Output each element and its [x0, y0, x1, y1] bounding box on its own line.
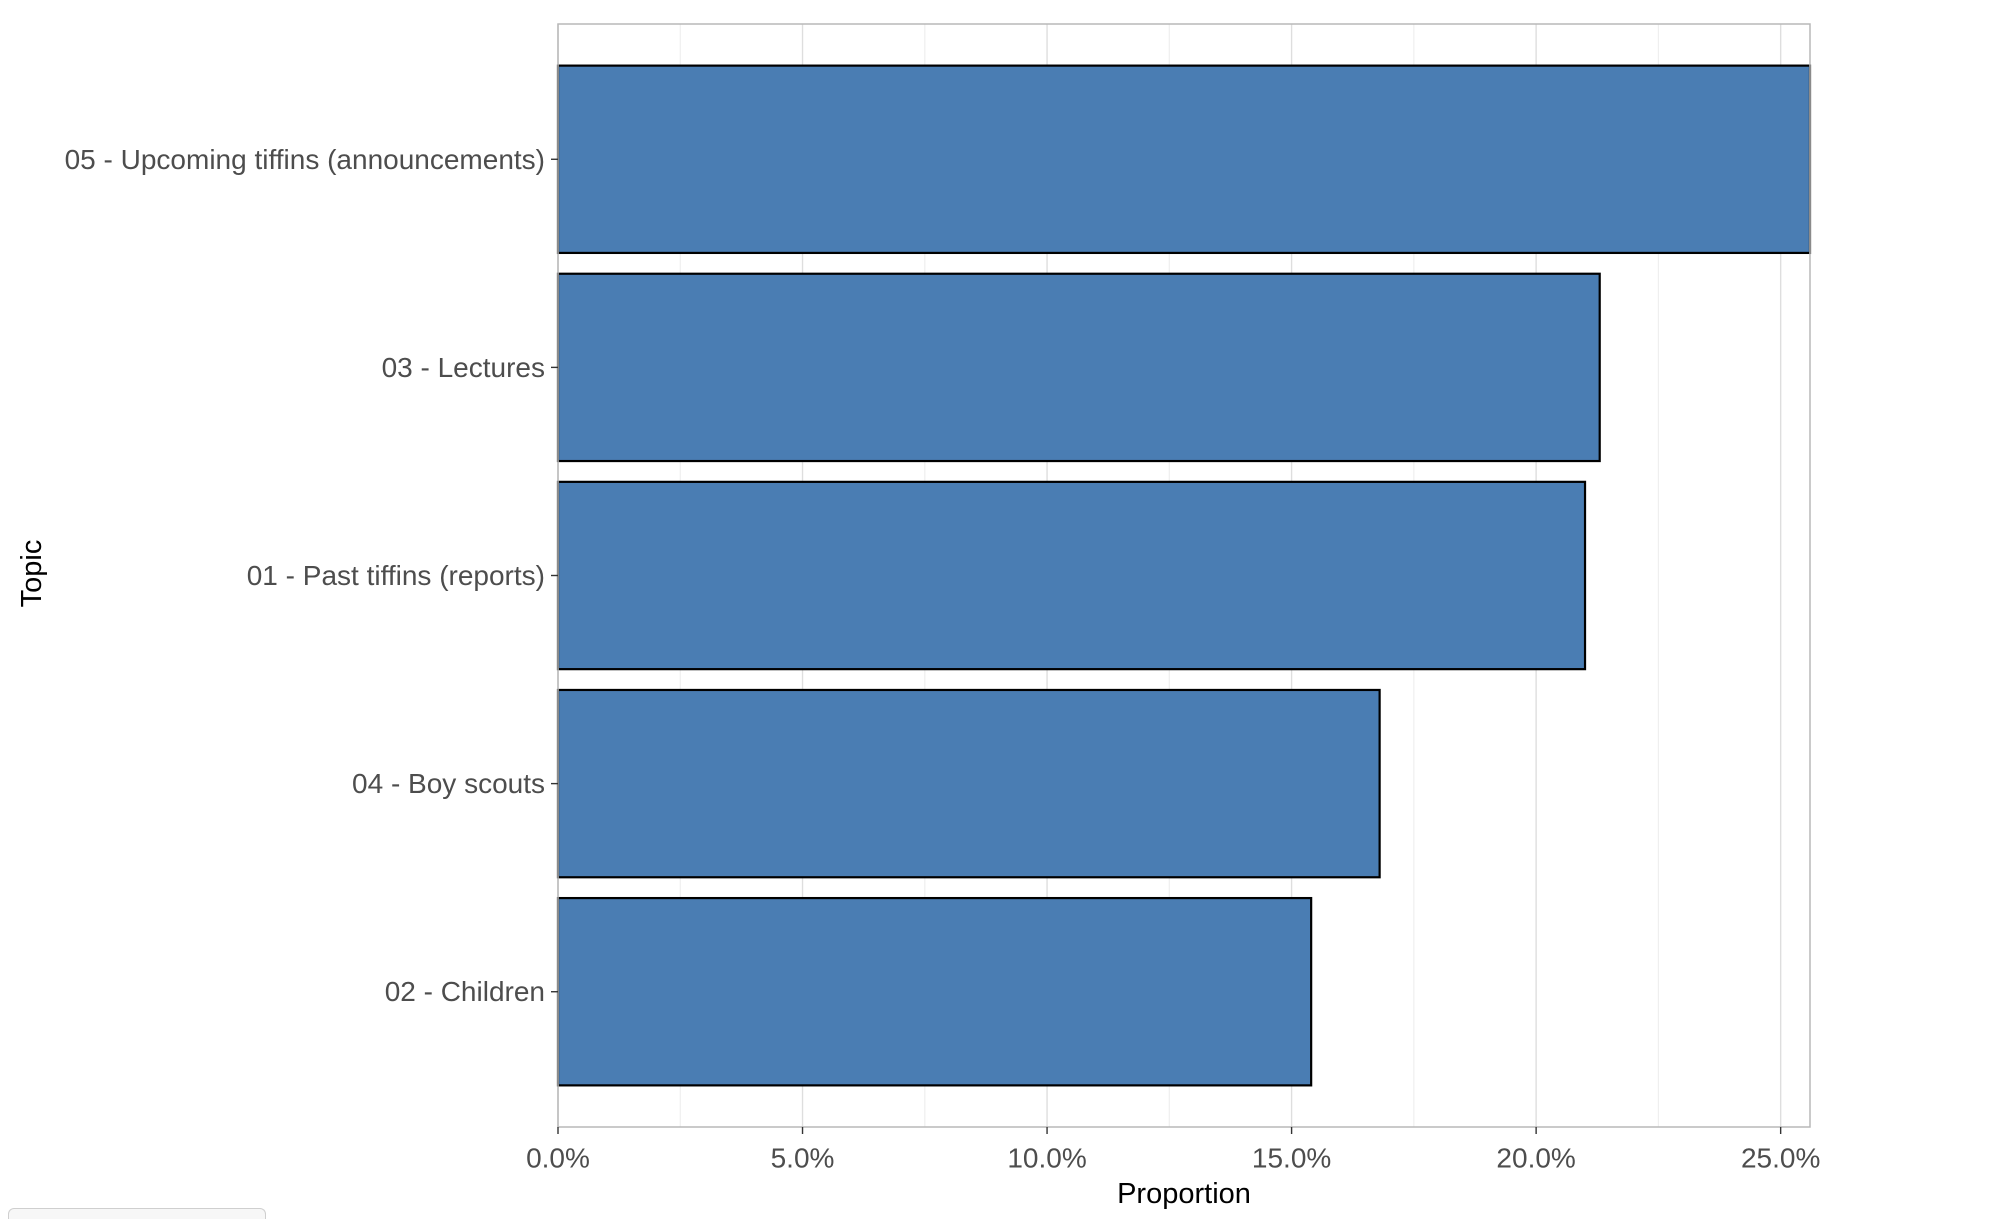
y-tick-label: 04 - Boy scouts: [352, 768, 545, 799]
x-axis-title: Proportion: [1117, 1178, 1251, 1210]
y-tick-label: 03 - Lectures: [382, 352, 545, 383]
bar: [556, 64, 1812, 255]
x-tick-label: 5.0%: [771, 1143, 835, 1174]
x-tick-label: 10.0%: [1007, 1143, 1086, 1174]
bottom-tab[interactable]: [8, 1208, 266, 1219]
y-tick-label: 01 - Past tiffins (reports): [247, 560, 545, 591]
x-tick-label: 0.0%: [526, 1143, 590, 1174]
bars: [556, 64, 1812, 1087]
x-tick-label: 20.0%: [1496, 1143, 1575, 1174]
bar: [556, 896, 1313, 1087]
bar: [556, 272, 1601, 463]
y-axis-title: Topic: [16, 540, 48, 608]
y-axis: 05 - Upcoming tiffins (announcements) 03 …: [65, 144, 558, 1007]
x-axis: 0.0% 5.0% 10.0% 15.0% 20.0% 25.0%: [526, 1127, 1820, 1174]
bar: [556, 480, 1587, 671]
y-tick-label: 02 - Children: [385, 976, 545, 1007]
bar: [556, 688, 1381, 879]
y-tick-label: 05 - Upcoming tiffins (announcements): [65, 144, 545, 175]
x-tick-label: 25.0%: [1741, 1143, 1820, 1174]
x-tick-label: 15.0%: [1252, 1143, 1331, 1174]
